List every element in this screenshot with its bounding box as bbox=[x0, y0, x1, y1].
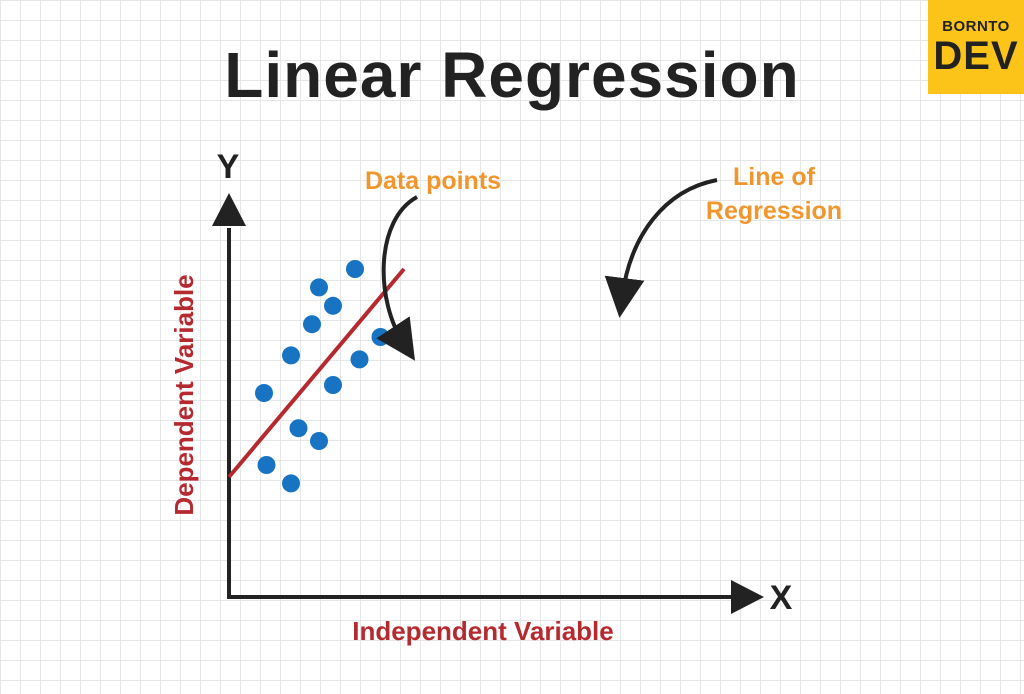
y-axis-label: Dependent Variable bbox=[169, 274, 199, 515]
data-point-12 bbox=[350, 350, 369, 369]
logo-bottom-text: DEV bbox=[933, 33, 1019, 78]
y-axis-arrow-icon bbox=[212, 193, 246, 226]
line-of-regression-arrow bbox=[604, 178, 718, 318]
logo-top-text: BORNTO bbox=[942, 17, 1010, 35]
borntodev-logo: BORNTO DEV bbox=[928, 0, 1024, 94]
x-axis-letter: X bbox=[770, 579, 793, 617]
y-axis-letter: Y bbox=[217, 148, 240, 186]
data-points-arrow bbox=[376, 195, 419, 361]
data-points-layer bbox=[255, 260, 390, 493]
data-point-8 bbox=[310, 432, 328, 450]
data-point-2 bbox=[257, 456, 276, 474]
data-point-5 bbox=[289, 419, 308, 438]
data-point-11 bbox=[346, 260, 364, 278]
data-point-9 bbox=[324, 296, 342, 315]
line-of-regression-annotation-line1: Line of bbox=[733, 163, 816, 191]
data-point-6 bbox=[303, 315, 321, 334]
x-axis-label: Independent Variable bbox=[352, 616, 614, 646]
regression-line-layer bbox=[227, 267, 406, 479]
data-point-7 bbox=[310, 278, 328, 297]
x-axis-arrow-icon bbox=[731, 580, 764, 614]
data-point-10 bbox=[324, 376, 342, 394]
data-point-4 bbox=[282, 474, 300, 493]
data-points-annotation: Data points bbox=[365, 167, 501, 195]
line-of-regression-annotation-line2: Regression bbox=[706, 197, 842, 225]
data-point-1 bbox=[255, 384, 273, 402]
page-title: Linear Regression bbox=[224, 39, 800, 111]
data-point-13 bbox=[371, 328, 390, 346]
regression-line bbox=[227, 267, 406, 479]
data-point-3 bbox=[282, 346, 300, 365]
